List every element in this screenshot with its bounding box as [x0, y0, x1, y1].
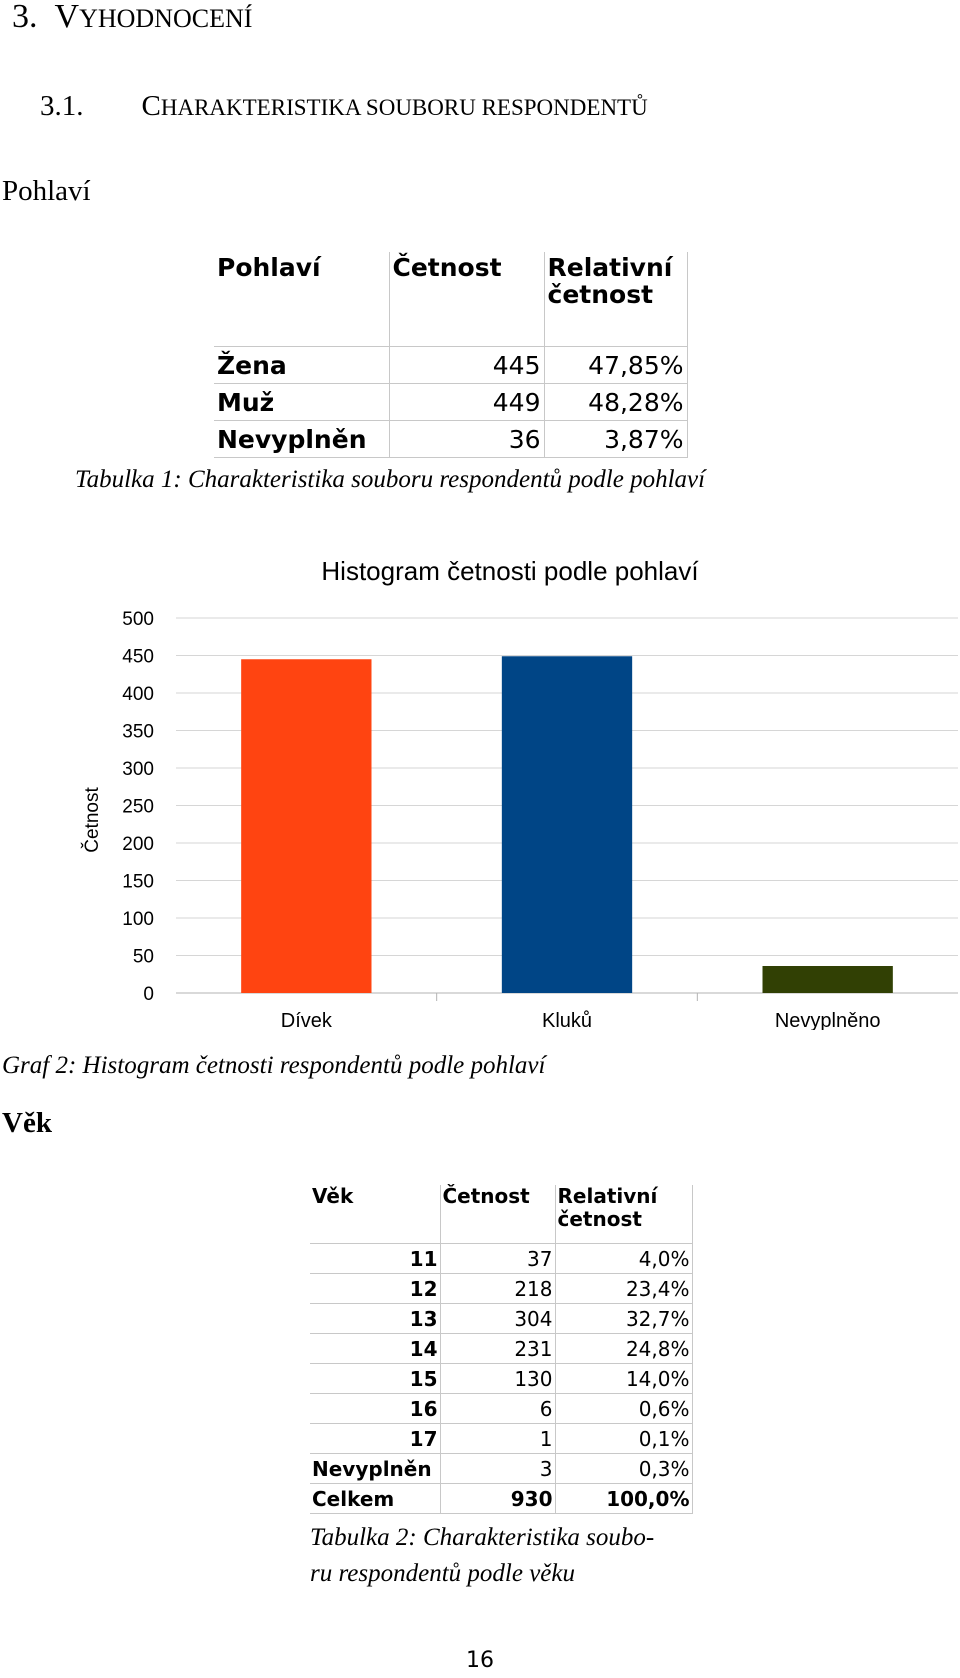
- relative-cell: 3,87%: [544, 420, 688, 458]
- total-count: 930: [440, 1483, 556, 1514]
- relative-cell: 32,7%: [555, 1303, 693, 1334]
- count-cell: 37: [440, 1243, 556, 1274]
- row-label: 12: [310, 1273, 441, 1304]
- row-label: 11: [310, 1243, 441, 1274]
- column-header: Četnost: [389, 252, 545, 347]
- chart-x-tick-label: Kluků: [542, 1010, 592, 1030]
- table-2-caption-line-1: Tabulka 2: Charakteristika soubo-: [310, 1524, 655, 1551]
- table-2-caption: Tabulka 2: Charakteristika soubo- ru res…: [310, 1520, 654, 1592]
- count-cell: 445: [389, 346, 545, 384]
- relative-cell: 0,3%: [555, 1453, 693, 1484]
- chart-y-ticks: 0 50 100 150 200 250 300 350 400 450 500: [122, 609, 154, 1005]
- table-row: 17 1 0,1%: [310, 1423, 693, 1454]
- chart-y-tick-label: 200: [122, 834, 154, 855]
- table-row: Nevyplněn 36 3,87%: [214, 420, 688, 458]
- row-label: 15: [310, 1363, 441, 1394]
- count-cell: 231: [440, 1333, 556, 1364]
- count-cell: 449: [389, 383, 545, 421]
- gender-table: Pohlaví Četnost Relativní četnost Žena 4…: [214, 252, 688, 458]
- table-row: Žena 445 47,85%: [214, 346, 688, 384]
- row-label: Muž: [214, 383, 390, 421]
- column-header: Pohlaví: [214, 252, 390, 347]
- relative-cell: 47,85%: [544, 346, 688, 384]
- chart-y-tick-label: 150: [122, 872, 154, 893]
- chart-x-ticks: Dívek Kluků Nevyplněno: [281, 1010, 881, 1030]
- relative-cell: 48,28%: [544, 383, 688, 421]
- chart-y-tick-label: 450: [122, 647, 154, 668]
- section-title-age: Věk: [2, 1107, 52, 1139]
- table-row: 12 218 23,4%: [310, 1273, 693, 1304]
- chart-title: Histogram četnosti podle pohlaví: [321, 556, 699, 586]
- table-row: 15 130 14,0%: [310, 1363, 693, 1394]
- total-relative: 100,0%: [555, 1483, 693, 1514]
- column-header: Četnost: [440, 1185, 556, 1244]
- relative-cell: 14,0%: [555, 1363, 693, 1394]
- chart-y-tick-label: 500: [122, 609, 154, 630]
- relative-cell: 4,0%: [555, 1243, 693, 1274]
- chart-bars: [241, 656, 893, 993]
- count-cell: 130: [440, 1363, 556, 1394]
- count-cell: 1: [440, 1423, 556, 1454]
- relative-cell: 0,1%: [555, 1423, 693, 1454]
- row-label: 17: [310, 1423, 441, 1454]
- heading-2-number: 3.1.: [40, 90, 84, 122]
- table-row: 16 6 0,6%: [310, 1393, 693, 1424]
- count-cell: 36: [389, 420, 545, 458]
- row-label: 13: [310, 1303, 441, 1334]
- count-cell: 3: [440, 1453, 556, 1484]
- table-header-row: Pohlaví Četnost Relativní četnost: [214, 252, 688, 347]
- section-title-gender: Pohlaví: [2, 175, 91, 207]
- row-label: Nevyplněn: [214, 420, 390, 458]
- table-row: 11 37 4,0%: [310, 1243, 693, 1274]
- chart-x-tick-label: Dívek: [281, 1010, 333, 1030]
- relative-cell: 24,8%: [555, 1333, 693, 1364]
- column-header: Věk: [310, 1185, 441, 1244]
- heading-2-rest: HARAKTERISTIKA SOUBORU RESPONDENTŮ: [160, 95, 648, 120]
- chart-y-tick-label: 0: [143, 984, 154, 1005]
- chart-y-tick-label: 350: [122, 722, 154, 743]
- row-label: 14: [310, 1333, 441, 1364]
- row-label: 16: [310, 1393, 441, 1424]
- chart-caption: Graf 2: Histogram četnosti respondentů p…: [2, 1052, 546, 1079]
- table-row: 13 304 32,7%: [310, 1303, 693, 1334]
- chart-y-tick-label: 400: [122, 684, 154, 705]
- chart-y-tick-label: 300: [122, 759, 154, 780]
- chart-x-tick-label: Nevyplněno: [775, 1010, 881, 1030]
- column-header: Relativní četnost: [555, 1185, 693, 1244]
- chart-y-tick-label: 50: [133, 947, 154, 968]
- heading-2: 3.1. CHARAKTERISTIKA SOUBORU RESPONDENTŮ: [40, 90, 648, 123]
- table-header-row: Věk Četnost Relativní četnost: [310, 1185, 693, 1244]
- row-label: Žena: [214, 346, 390, 384]
- table-row: Muž 449 48,28%: [214, 383, 688, 421]
- chart-y-tick-label: 100: [122, 909, 154, 930]
- chart-y-axis-label: Četnost: [81, 787, 103, 853]
- chart-bar-1: [241, 659, 372, 993]
- table-row: Nevyplněn 3 0,3%: [310, 1453, 693, 1484]
- age-table: Věk Četnost Relativní četnost 11 37 4,0%…: [310, 1185, 693, 1514]
- count-cell: 304: [440, 1303, 556, 1334]
- page-number: 16: [466, 1648, 494, 1673]
- relative-cell: 23,4%: [555, 1273, 693, 1304]
- chart-bar-2: [501, 656, 633, 993]
- heading-1-rest: YHODNOCENÍ: [79, 4, 253, 33]
- table-row: 14 231 24,8%: [310, 1333, 693, 1364]
- row-label: Nevyplněn: [310, 1453, 441, 1484]
- table-1-caption: Tabulka 1: Charakteristika souboru respo…: [75, 466, 706, 493]
- heading-2-initial: C: [141, 90, 161, 122]
- table-2-caption-line-2: ru respondentů podle věku: [310, 1560, 575, 1587]
- count-cell: 218: [440, 1273, 556, 1304]
- heading-1: 3. VYHODNOCENÍ: [12, 0, 252, 36]
- chart-y-tick-label: 250: [122, 797, 154, 818]
- gender-histogram-chart: Histogram četnosti podle pohlaví Četnost…: [81, 556, 958, 1030]
- table-total-row: Celkem 930 100,0%: [310, 1483, 693, 1514]
- count-cell: 6: [440, 1393, 556, 1424]
- chart-bar-3: [762, 966, 893, 993]
- relative-cell: 0,6%: [555, 1393, 693, 1424]
- column-header: Relativní četnost: [544, 252, 688, 347]
- heading-1-number: 3.: [12, 0, 38, 35]
- heading-1-initial: V: [54, 0, 80, 35]
- total-label: Celkem: [310, 1483, 441, 1514]
